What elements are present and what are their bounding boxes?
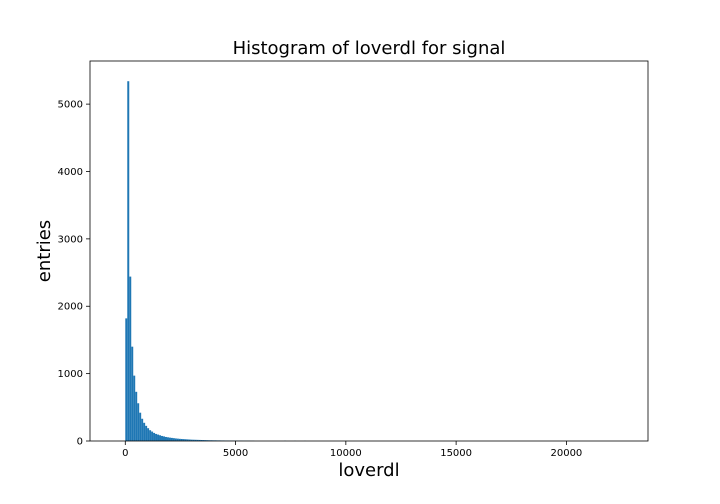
histogram-bar [153,432,156,441]
histogram-bar [180,438,183,441]
histogram-bar [151,431,154,441]
histogram-bar [155,433,158,441]
y-tick-label: 4000 [58,167,83,178]
histogram-bar [143,422,146,441]
histogram-bar [157,434,160,441]
histogram-bar [172,438,175,441]
x-axis-label: loverdl [338,460,399,481]
histogram-bar [178,438,181,441]
histogram-bar [202,440,205,441]
y-axis-ticks: 0 1000 2000 3000 4000 5000 [58,100,90,448]
histogram-bar [141,418,144,441]
histogram-bar [190,439,193,441]
histogram-bar [133,375,136,441]
histogram-bar [184,439,187,441]
histogram-bar [145,425,148,441]
histogram-bar [159,435,162,441]
x-axis-ticks: 0 5000 10000 15000 20000 [122,441,582,459]
histogram-bar [149,430,152,441]
x-tick-label: 10000 [330,448,362,459]
histogram-bar [188,439,191,441]
histogram-bar [198,439,201,441]
histogram-bar [164,436,167,441]
histogram-bar [125,318,128,441]
histogram-bar [176,438,179,441]
histogram-bar [163,436,165,441]
histogram-bar [168,437,171,441]
histogram-bar [182,439,185,441]
histogram-bar [204,440,207,441]
histogram-bar [206,440,209,441]
histogram-bar [127,81,130,441]
y-tick-label: 0 [77,437,83,448]
histogram-bar [186,439,189,441]
x-tick-label: 0 [122,448,128,459]
y-tick-label: 2000 [58,302,83,313]
y-tick-label: 5000 [58,100,83,111]
histogram-bar [170,437,173,441]
histogram-bar [161,435,164,441]
histogram-bar [131,346,134,441]
x-tick-label: 5000 [223,448,248,459]
histogram-bar [139,412,142,441]
x-tick-label: 15000 [440,448,472,459]
histogram-bar [135,391,138,441]
chart-title: Histogram of loverdl for signal [233,38,506,59]
histogram-bar [196,439,199,441]
histogram-bar [137,403,140,441]
histogram-bar [194,439,197,441]
histogram-bar [129,276,132,441]
bars-group [125,81,306,441]
histogram-bar [192,439,195,441]
histogram-bar [166,437,169,441]
histogram-bar [200,439,203,441]
histogram-bar [174,438,177,441]
plot-frame [89,60,649,442]
y-tick-label: 3000 [58,234,83,245]
histogram-bar [147,428,150,441]
x-tick-label: 20000 [550,448,582,459]
y-axis-label: entries [34,220,55,282]
y-tick-label: 1000 [58,369,83,380]
